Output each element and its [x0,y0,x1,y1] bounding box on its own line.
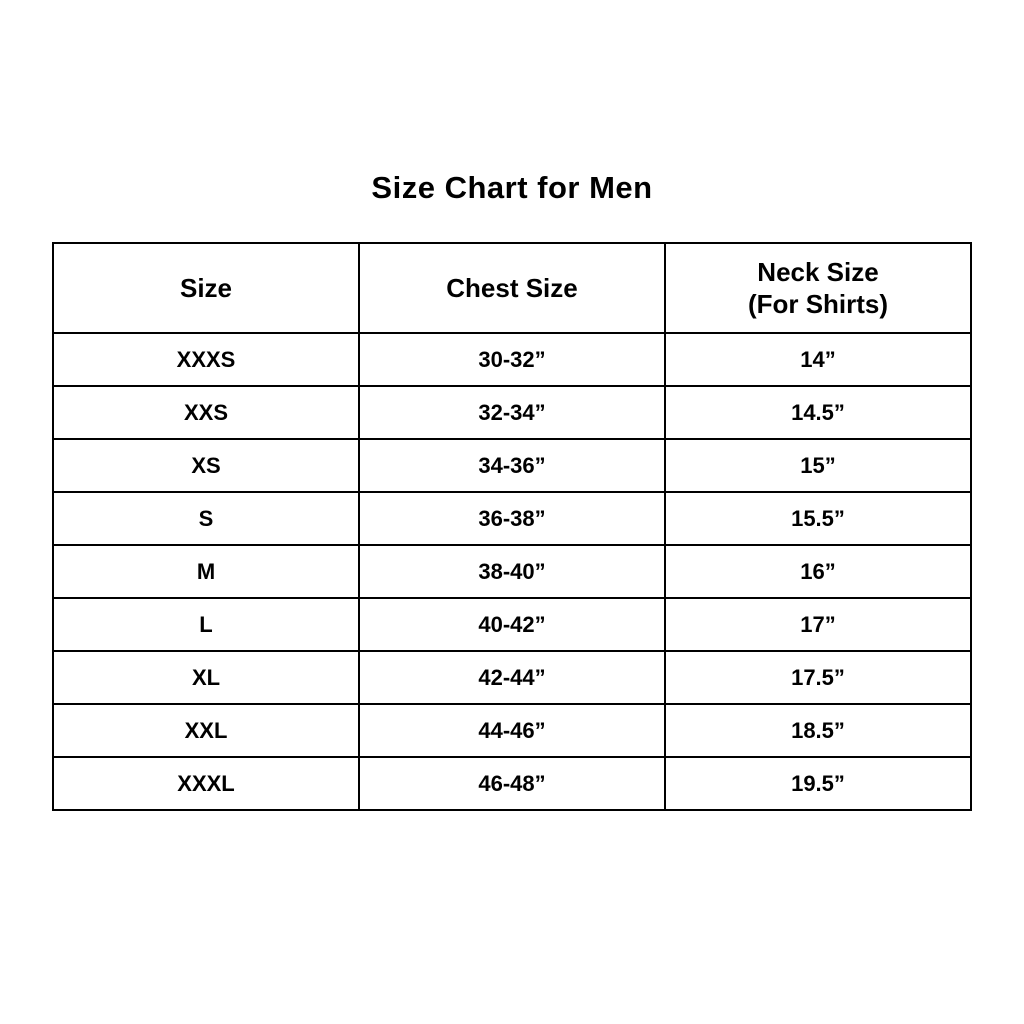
chest-size-cell: 46-48” [358,756,666,811]
header-neck-size: Neck Size (For Shirts) [664,242,972,334]
table-row: XS 34-36” 15” [52,438,972,493]
size-cell: XL [52,650,360,705]
size-cell: XXXS [52,332,360,387]
chest-size-cell: 42-44” [358,650,666,705]
size-cell: L [52,597,360,652]
neck-size-cell: 14” [664,332,972,387]
neck-size-cell: 17.5” [664,650,972,705]
chest-size-cell: 36-38” [358,491,666,546]
table-body: XXXS 30-32” 14” XXS 32-34” 14.5” XS 34-36” 15” S 3… [52,332,972,811]
neck-size-cell: 17” [664,597,972,652]
size-chart-table: Size Chest Size Neck Size (For Shirts) X… [52,242,972,811]
size-cell: S [52,491,360,546]
table-row: M 38-40” 16” [52,544,972,599]
neck-size-cell: 15” [664,438,972,493]
chest-size-cell: 30-32” [358,332,666,387]
header-chest-size: Chest Size [358,242,666,334]
table-row: XL 42-44” 17.5” [52,650,972,705]
neck-size-cell: 19.5” [664,756,972,811]
neck-size-cell: 18.5” [664,703,972,758]
neck-size-cell: 14.5” [664,385,972,440]
table-row: XXS 32-34” 14.5” [52,385,972,440]
neck-size-cell: 16” [664,544,972,599]
size-cell: XXL [52,703,360,758]
chest-size-cell: 40-42” [358,597,666,652]
size-cell: XS [52,438,360,493]
neck-size-cell: 15.5” [664,491,972,546]
table-header-row: Size Chest Size Neck Size (For Shirts) [52,242,972,334]
page-title: Size Chart for Men [371,170,653,205]
chest-size-cell: 32-34” [358,385,666,440]
header-size: Size [52,242,360,334]
chest-size-cell: 34-36” [358,438,666,493]
chest-size-cell: 44-46” [358,703,666,758]
chest-size-cell: 38-40” [358,544,666,599]
size-cell: XXS [52,385,360,440]
table-row: S 36-38” 15.5” [52,491,972,546]
table-header: Size Chest Size Neck Size (For Shirts) [52,242,972,334]
size-cell: XXXL [52,756,360,811]
table-row: XXL 44-46” 18.5” [52,703,972,758]
table-row: XXXS 30-32” 14” [52,332,972,387]
size-cell: M [52,544,360,599]
table-row: XXXL 46-48” 19.5” [52,756,972,811]
table-row: L 40-42” 17” [52,597,972,652]
